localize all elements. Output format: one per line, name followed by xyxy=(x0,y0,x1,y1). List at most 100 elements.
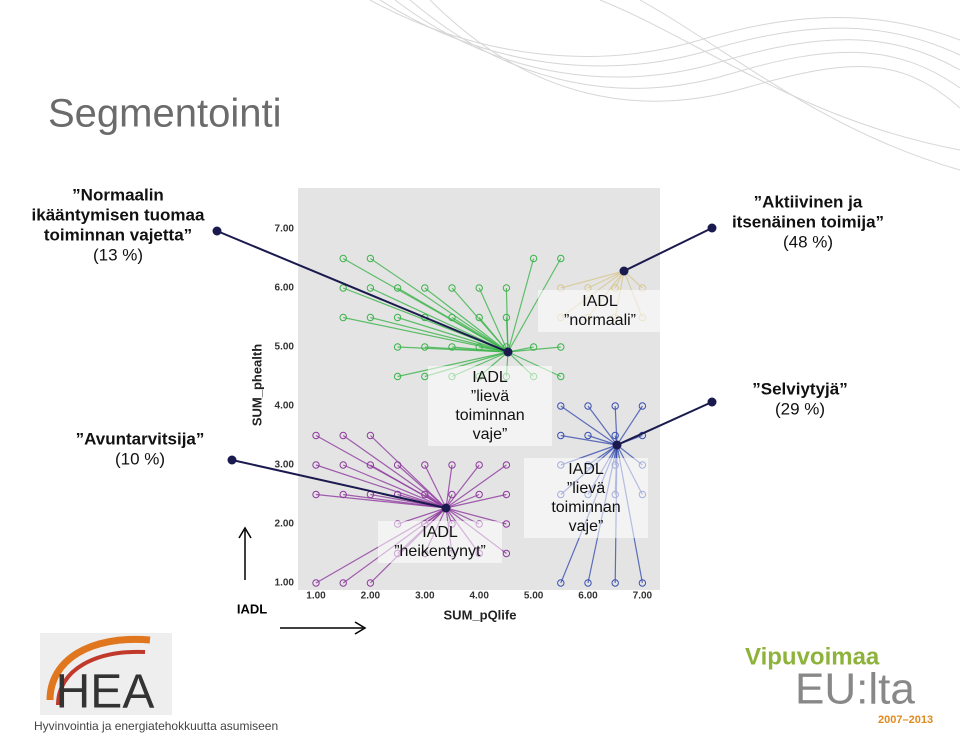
y-tick-label: 1.00 xyxy=(275,578,295,589)
cluster-label-bg xyxy=(524,458,648,538)
ray-point xyxy=(448,284,456,292)
ray-point xyxy=(502,549,511,558)
ray xyxy=(451,346,509,353)
ray-point xyxy=(366,579,375,587)
callout-dot xyxy=(707,397,717,407)
ray-point xyxy=(557,579,565,587)
callout-text: ”Avuntarvitsija” xyxy=(76,429,205,448)
ray xyxy=(445,493,507,509)
callout-text: ”Normaalin xyxy=(72,185,164,204)
ray-point xyxy=(339,313,347,322)
callout-line xyxy=(231,459,447,509)
callout-dot xyxy=(227,455,237,465)
ray xyxy=(560,434,618,446)
cluster-label-bg xyxy=(538,290,662,332)
ray xyxy=(370,464,447,509)
callout-line xyxy=(616,401,713,446)
callout-text: toiminnan vajetta” xyxy=(44,225,192,244)
ray-point xyxy=(611,402,619,410)
ray-point xyxy=(502,520,511,528)
ray xyxy=(507,258,562,353)
ray-point xyxy=(339,579,347,587)
ray xyxy=(343,316,509,353)
ray-point xyxy=(448,461,456,469)
ray-point xyxy=(339,431,347,440)
eu-main: EU:lta xyxy=(795,665,915,714)
ray-point xyxy=(502,461,511,469)
y-tick-label: 4.00 xyxy=(275,401,295,412)
ray-point xyxy=(638,579,647,587)
ray xyxy=(560,270,625,289)
ray xyxy=(315,464,447,509)
ray-point xyxy=(366,461,375,469)
iadl-label: IADL xyxy=(237,601,267,616)
y-tick-label: 5.00 xyxy=(275,342,295,353)
ray-point xyxy=(502,284,511,292)
ray-point xyxy=(393,372,402,381)
callout-dot xyxy=(612,440,622,450)
x-tick-label: 4.00 xyxy=(469,591,489,602)
eu-top: Vipuvoimaa xyxy=(745,643,880,670)
ray-point xyxy=(529,254,538,263)
x-tick-label: 2.00 xyxy=(361,591,381,602)
ray xyxy=(505,317,509,353)
callout-text: ikääntymisen tuomaa xyxy=(32,205,205,224)
hea-logo: HEA xyxy=(40,633,172,719)
ray xyxy=(451,316,509,353)
ray xyxy=(424,287,509,353)
ray-point xyxy=(421,284,429,292)
cluster-label: vaje” xyxy=(473,426,508,443)
ray-point xyxy=(448,490,456,499)
hea-text: HEA xyxy=(56,666,155,719)
ray xyxy=(342,464,447,509)
ray xyxy=(445,464,480,509)
cluster-label: ”lievä xyxy=(471,388,509,405)
ray xyxy=(370,316,509,353)
ray xyxy=(560,405,618,446)
ray xyxy=(424,464,447,509)
cluster-label: vaje” xyxy=(569,518,604,535)
iadl-arrows xyxy=(238,526,367,635)
ray-point xyxy=(421,372,429,381)
cluster-label: toiminnan xyxy=(551,499,620,516)
ray xyxy=(397,464,447,509)
y-tick-label: 2.00 xyxy=(275,519,295,530)
ray-point xyxy=(529,343,538,351)
ray-point xyxy=(448,343,456,351)
ray-point xyxy=(339,254,347,263)
cluster-label: toiminnan xyxy=(455,407,524,424)
cluster-label-bg xyxy=(378,521,502,563)
ray-point xyxy=(339,490,347,499)
ray-point xyxy=(557,431,565,440)
ray-point xyxy=(584,431,592,440)
ray-point xyxy=(475,490,483,499)
ray xyxy=(342,435,447,509)
ray-point xyxy=(475,343,483,351)
y-tick-label: 3.00 xyxy=(275,460,295,471)
callout-line xyxy=(623,227,713,272)
callout-dot xyxy=(503,347,513,357)
ray-point xyxy=(393,461,402,469)
ray-point xyxy=(312,461,320,469)
ray-point xyxy=(393,284,402,292)
callout-text: (48 %) xyxy=(783,232,833,251)
ray-point xyxy=(611,579,619,587)
ray-point xyxy=(584,402,592,410)
ray-point xyxy=(448,313,456,322)
callout-text: itsenäinen toimija” xyxy=(732,212,884,231)
ray-point xyxy=(312,431,320,440)
hea-caption: Hyvinvointia ja energiatehokkuutta asumi… xyxy=(34,719,278,733)
callout-text: (29 %) xyxy=(775,399,825,418)
callout-text: (13 %) xyxy=(93,245,143,264)
callout-dot xyxy=(707,223,717,233)
callout-dot xyxy=(212,226,222,236)
eu-years: 2007–2013 xyxy=(878,714,933,726)
callout-line xyxy=(216,230,509,353)
cluster-label: ”heikentynyt” xyxy=(394,543,486,560)
cluster-label: IADL xyxy=(582,293,618,310)
cluster-label: IADL xyxy=(568,461,604,478)
cluster-label: IADL xyxy=(472,369,508,386)
ray xyxy=(445,464,507,509)
ray-point xyxy=(312,490,320,499)
